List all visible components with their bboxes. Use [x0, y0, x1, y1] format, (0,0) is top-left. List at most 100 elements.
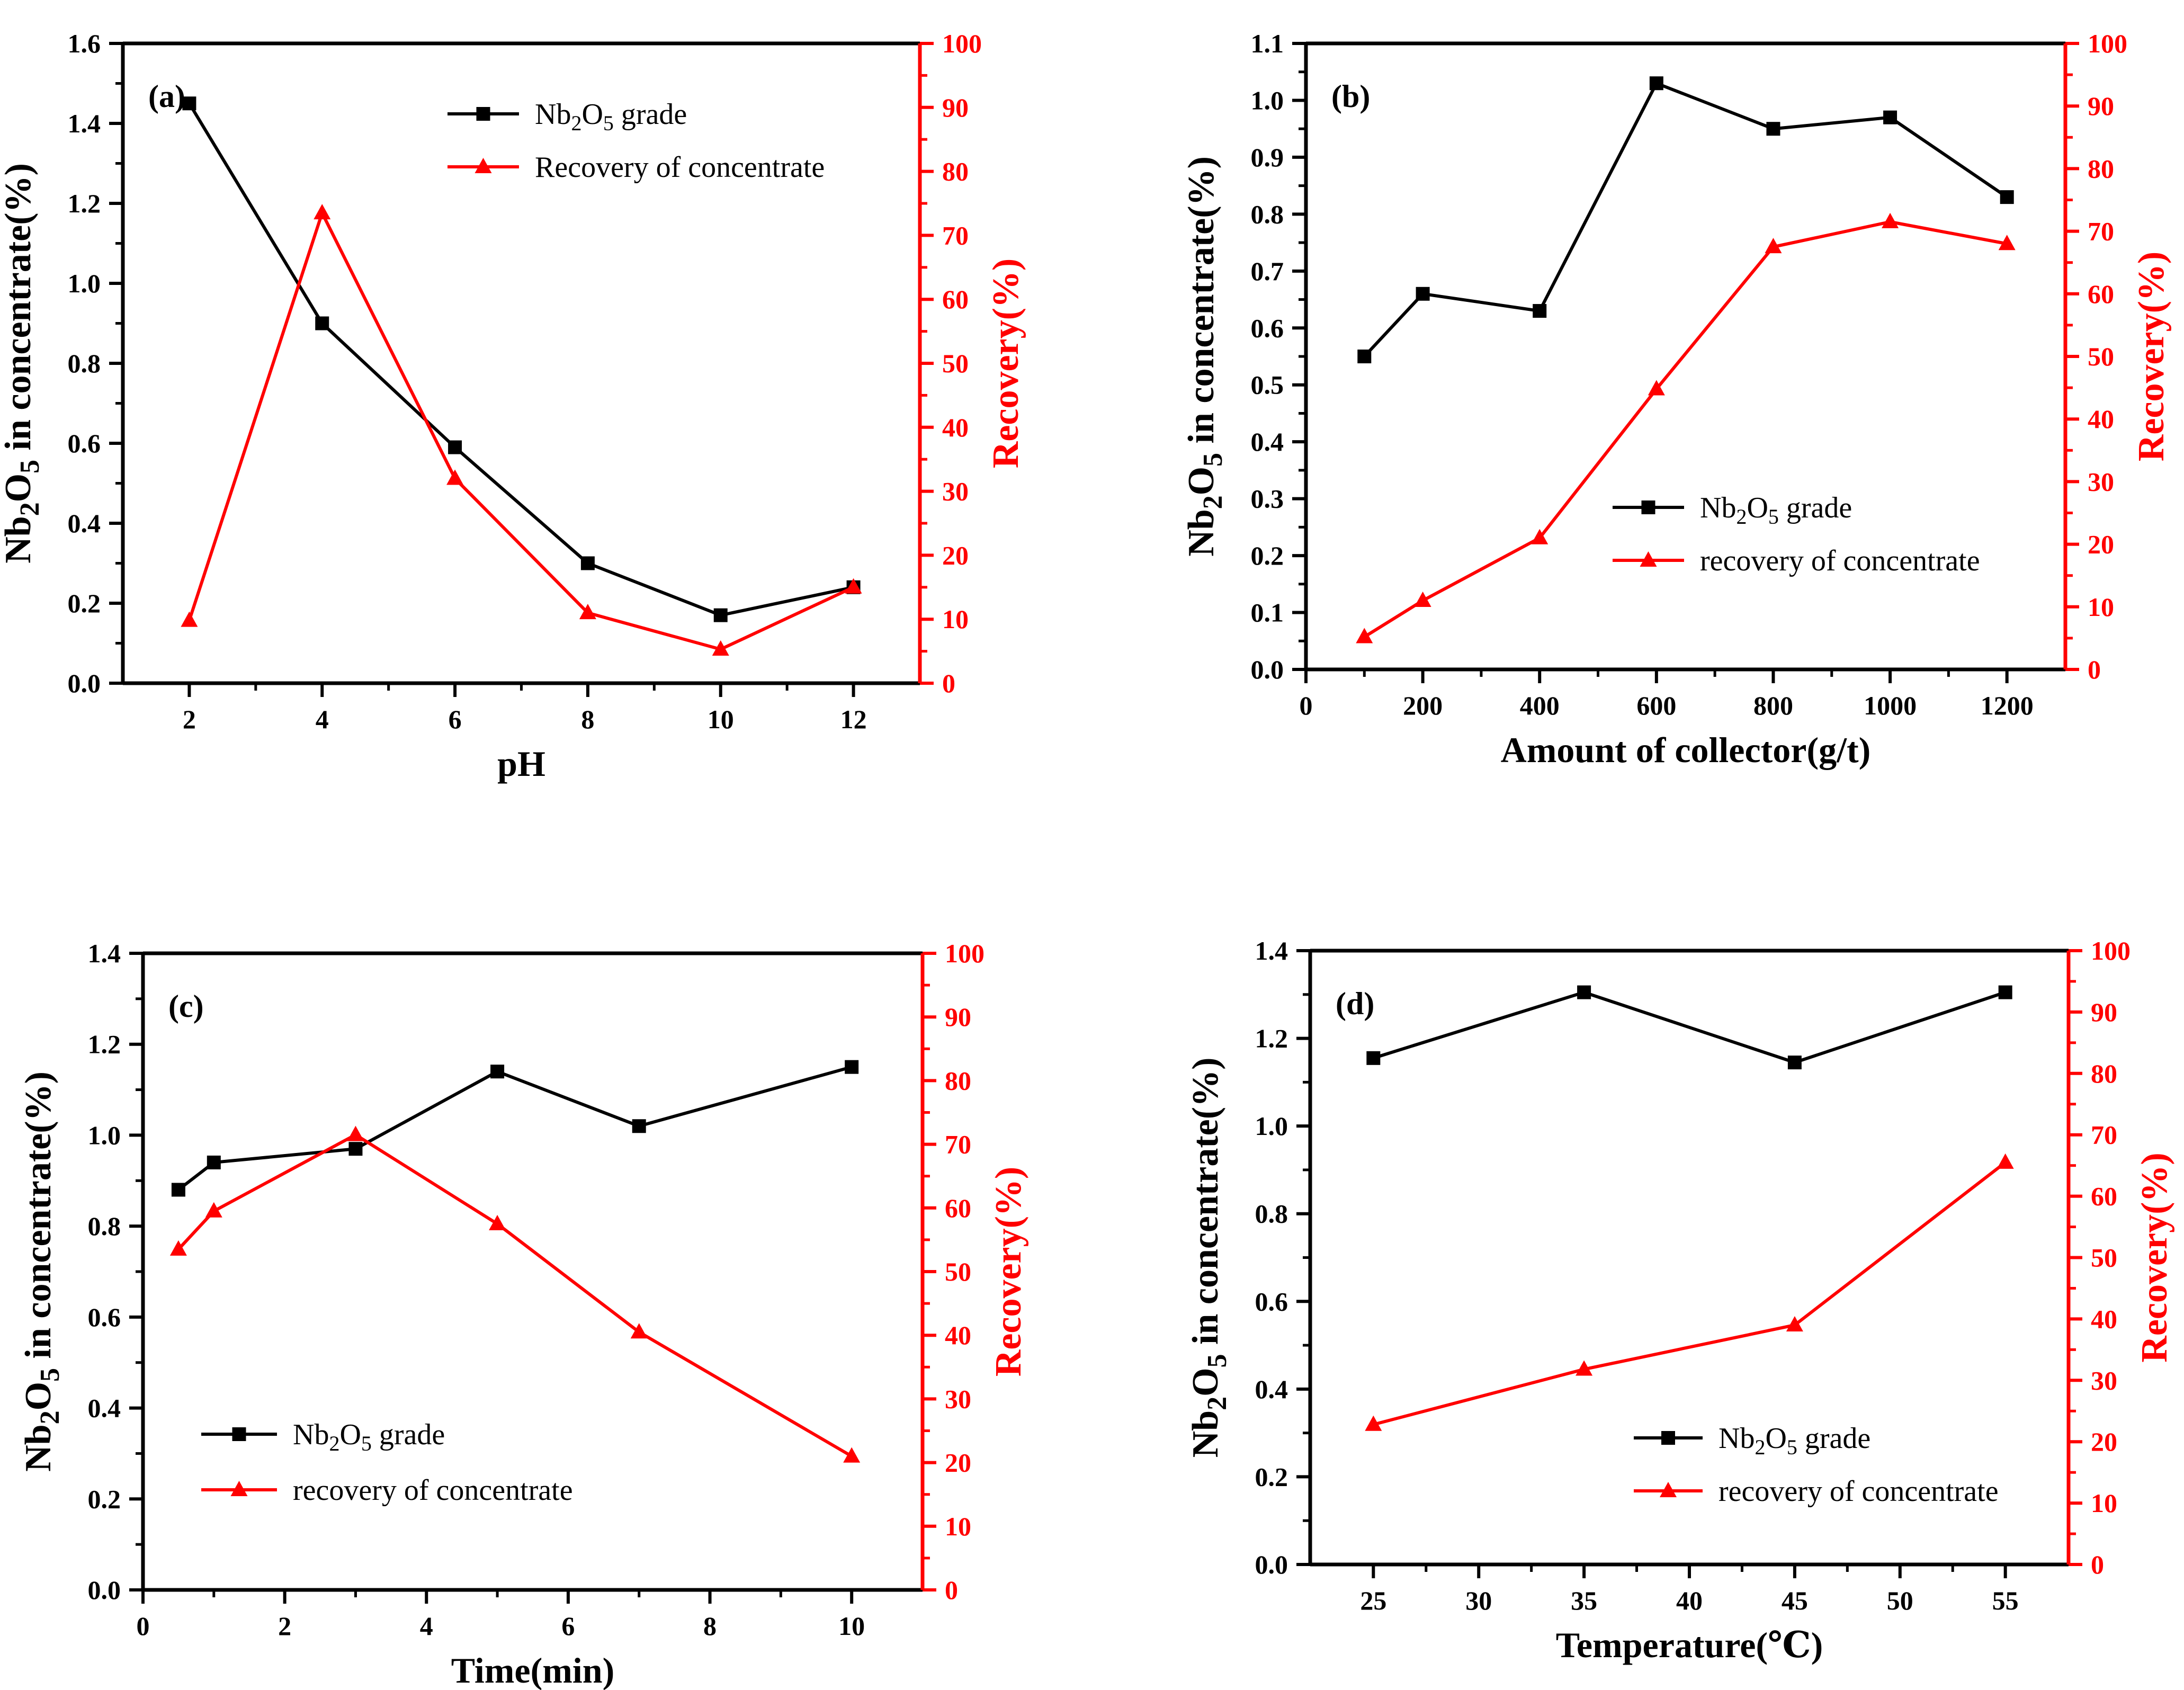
y-right-tick-label: 90 [942, 93, 969, 122]
y-left-tick-label: 1.4 [1255, 936, 1288, 965]
y-left-tick-label: 1.2 [88, 1030, 121, 1059]
y-right-tick-label: 30 [942, 477, 969, 506]
y-left-tick-label: 0.8 [1251, 199, 1284, 229]
y-right-tick-label: 0 [945, 1575, 958, 1605]
y-left-tick-label: 0.6 [68, 428, 101, 458]
grade-data-point [348, 1142, 363, 1156]
y-left-axis-title: Nb2O5 in concentrate(%) [0, 163, 45, 564]
legend-entry-label: Nb2O5 grade [1718, 1422, 1870, 1459]
recovery-data-point [845, 578, 862, 594]
recovery-series-line [187, 209, 854, 651]
y-left-tick-label: 0.0 [88, 1575, 121, 1605]
chart-panel-a: 2 4 6 8 10 12 0.0 0.2 0.4 0.6 0.8 1.0 1.2 1.4 1.6 0 10 20… [0, 29, 1026, 784]
grade-series-line [187, 102, 854, 617]
recovery-data-point [1998, 235, 2016, 251]
chart-panel-c: 0 2 4 6 8 10 0.0 0.2 0.4 0.6 0.8 1.0 1.2 1.4 0 10 20 30 40… [18, 938, 1029, 1690]
grade-data-point [182, 96, 196, 111]
legend-triangle-marker [1640, 551, 1657, 567]
legend-square-marker [1661, 1431, 1675, 1445]
x-axis-title: Amount of collector(g/t) [1501, 730, 1871, 770]
panel-label: (a) [148, 79, 185, 114]
y-right-tick-label: 60 [2088, 279, 2114, 309]
recovery-data-point [1997, 1153, 2014, 1169]
x-tick-label: 8 [703, 1611, 717, 1641]
y-left-tick-label: 1.0 [88, 1120, 121, 1150]
y-left-tick-label: 1.6 [68, 29, 101, 58]
recovery-data-point [1882, 212, 1899, 228]
y-left-tick-label: 0.8 [68, 348, 101, 378]
y-left-tick-label: 0.2 [1251, 541, 1284, 570]
recovery-data-point [347, 1125, 364, 1141]
y-right-tick-label: 70 [945, 1130, 971, 1159]
recovery-data-point [579, 604, 596, 620]
grade-data-point [1533, 304, 1547, 318]
y-left-tick-label: 0.3 [1251, 484, 1284, 514]
y-right-tick-label: 30 [2091, 1365, 2117, 1395]
y-right-tick-label: 50 [945, 1257, 971, 1286]
y-right-tick-label: 20 [945, 1448, 971, 1478]
grade-data-point [632, 1119, 646, 1133]
y-right-tick-label: 20 [942, 540, 969, 570]
x-tick-label: 400 [1520, 691, 1560, 720]
y-right-tick-label: 50 [942, 348, 969, 378]
grade-data-point [580, 556, 595, 570]
x-tick-label: 10 [838, 1611, 865, 1641]
x-tick-label: 55 [1992, 1586, 2019, 1615]
x-tick-label: 10 [708, 704, 734, 734]
y-left-tick-label: 0.2 [68, 588, 101, 618]
grade-data-point [1577, 985, 1591, 999]
grade-data-point [315, 316, 329, 330]
grade-data-point [2000, 190, 2014, 204]
y-right-tick-label: 50 [2088, 342, 2114, 371]
y-left-axis-title: Nb2O5 in concentrate(%) [1185, 1058, 1232, 1458]
y-right-tick-label: 60 [942, 284, 969, 314]
y-right-tick-label: 10 [2091, 1488, 2117, 1518]
grade-data-point [713, 608, 728, 622]
panel-label: (b) [1331, 79, 1370, 114]
x-tick-label: 40 [1676, 1586, 1703, 1615]
y-right-tick-label: 10 [945, 1512, 971, 1541]
legend-entry-label: recovery of concentrate [1700, 544, 1980, 577]
x-tick-label: 2 [278, 1611, 291, 1641]
y-right-tick-label: 50 [2091, 1243, 2117, 1273]
legend: Nb2O5 grade recovery of concentrate [201, 1418, 573, 1507]
grade-data-point [1366, 1051, 1381, 1065]
y-left-tick-label: 0.1 [1251, 598, 1284, 628]
y-right-tick-label: 90 [2091, 997, 2117, 1027]
y-right-tick-label: 0 [2091, 1550, 2104, 1579]
y-right-tick-label: 10 [942, 604, 969, 634]
y-right-tick-label: 80 [945, 1066, 971, 1095]
legend: Nb2O5 grade recovery of concentrate [1634, 1422, 1999, 1508]
recovery-data-point [1786, 1316, 1803, 1331]
recovery-data-point [843, 1447, 861, 1463]
grade-data-point [171, 1183, 185, 1197]
y-right-axis-title: Recovery(%) [986, 258, 1026, 468]
panel-label: (d) [1336, 986, 1374, 1021]
y-right-axis-title: Recovery(%) [2134, 1152, 2175, 1362]
recovery-data-point [712, 640, 729, 656]
grade-data-point [845, 1060, 859, 1074]
legend-square-marker [1641, 500, 1655, 514]
recovery-series-line [1373, 1161, 2007, 1426]
x-tick-label: 1200 [1981, 691, 2034, 720]
legend-triangle-marker [475, 158, 492, 173]
grade-data-point [207, 1155, 221, 1169]
y-left-tick-label: 0.7 [1251, 256, 1284, 286]
recovery-data-point [181, 611, 198, 627]
y-left-tick-label: 0.4 [68, 508, 101, 538]
legend-entry-label: Recovery of concentrate [535, 151, 825, 184]
y-left-tick-label: 0.8 [1255, 1199, 1288, 1229]
y-left-tick-label: 0.2 [88, 1484, 121, 1514]
legend-square-marker [232, 1427, 246, 1441]
x-tick-label: 0 [137, 1611, 150, 1641]
y-left-axis-title: Nb2O5 in concentrate(%) [18, 1071, 65, 1472]
y-right-tick-label: 40 [942, 413, 969, 442]
recovery-data-point [630, 1323, 648, 1339]
x-tick-label: 4 [420, 1611, 433, 1641]
legend-entry-label: recovery of concentrate [293, 1474, 573, 1507]
y-right-tick-label: 0 [942, 668, 955, 698]
recovery-data-point [1414, 591, 1431, 607]
y-left-tick-label: 0.9 [1251, 142, 1284, 172]
grade-data-point [1998, 985, 2012, 999]
